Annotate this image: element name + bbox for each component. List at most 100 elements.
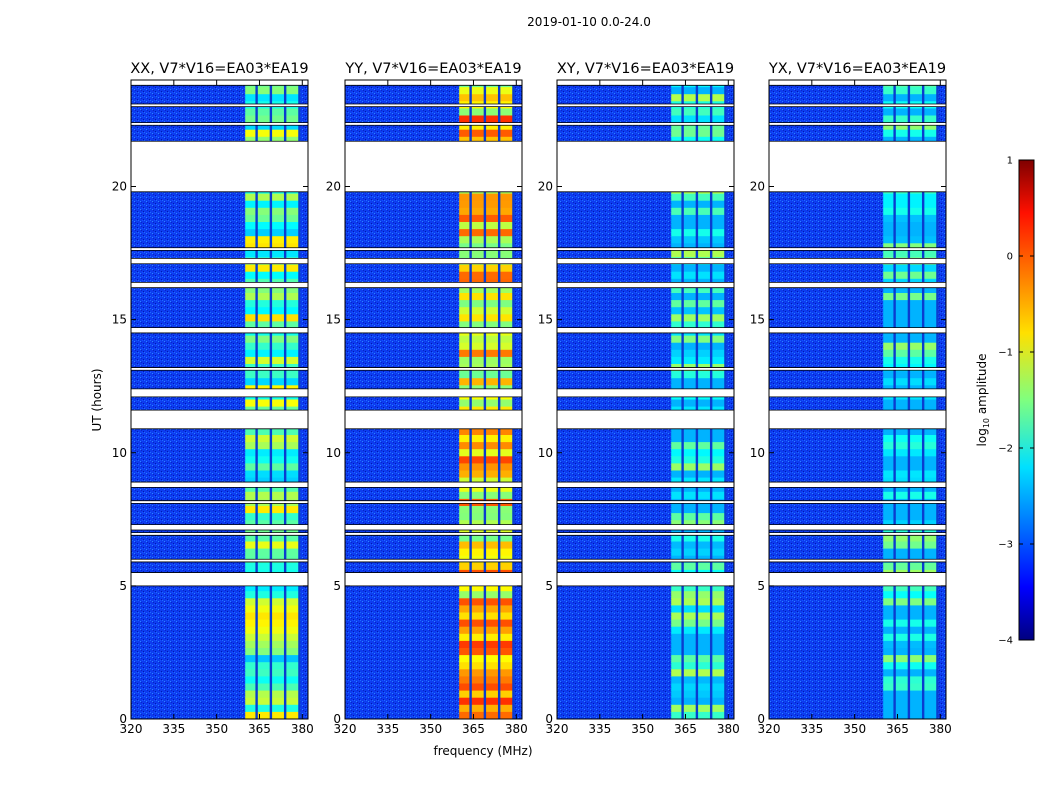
band-cell [459,293,514,301]
band-cell [883,435,938,443]
band-cell [459,598,514,606]
band-cell [459,435,514,443]
band-cell [459,676,514,684]
band-cell [245,349,300,358]
band-cell [245,640,300,649]
band-cell [883,477,938,486]
colorbar-label-subscript: 10 [982,418,991,428]
flagged-gap [131,482,308,488]
band-cell [459,314,514,322]
band-cell [245,513,300,521]
band-cell [883,442,938,450]
band-cell [459,591,514,599]
x-tick-label: 380 [505,722,528,736]
flagged-gap [345,103,522,107]
band-cell [883,626,938,635]
band-cell [459,94,514,102]
band-cell [671,619,726,628]
flagged-gap [557,559,734,562]
y-tick-label: 20 [326,180,341,194]
band-cell [245,690,300,699]
band-cell [883,136,938,145]
flagged-gap [769,122,946,126]
panel-frame [130,79,309,720]
band-cell [883,520,938,528]
band-cell [459,584,514,592]
x-tick-label: 365 [674,722,697,736]
band-cell [671,605,726,613]
flagged-gap [557,572,734,586]
band-cell [671,470,726,479]
flagged-gap [345,282,522,288]
flagged-gap [769,532,946,536]
band-cell [883,378,938,386]
band-cell [671,250,726,258]
y-tick-label: 15 [750,313,765,327]
band-cell [671,655,726,663]
band-cell [671,676,726,684]
flagged-gap [131,559,308,562]
band-cell [245,591,300,599]
flagged-gap [769,500,946,504]
flagged-gap [769,572,946,586]
flagged-gap [769,367,946,371]
band-cell [883,207,938,216]
flagged-gap [557,80,734,86]
band-cell [883,669,938,677]
band-cell [671,612,726,621]
flagged-gap [131,103,308,107]
band-cell [245,293,300,301]
band-cell [245,541,300,550]
band-divider [283,80,287,719]
band-cell [671,87,726,95]
band-divider [469,80,472,719]
band-cell [459,520,514,528]
band-cell [245,307,300,315]
band-cell [671,598,726,606]
band-cell [883,129,938,138]
band-cell [245,129,300,138]
band-cell [245,527,300,535]
band-cell [883,584,938,592]
band-cell [671,129,726,138]
flagged-gap [769,80,946,86]
band-cell [671,307,726,315]
flagged-gap [769,524,946,530]
band-cell [245,285,300,294]
y-tick-label: 5 [545,579,553,593]
band-cell [245,236,300,244]
band-cell [245,584,300,592]
band-cell [245,605,300,613]
band-cell [459,683,514,692]
band-cell [459,541,514,550]
band-cell [671,214,726,223]
band-cell [245,264,300,273]
band-cell [245,399,300,408]
band-cell [883,236,938,244]
band-cell [671,285,726,294]
flagged-gap [345,388,522,397]
y-tick-label: 15 [538,313,553,327]
panel-title: YX, V7*V16=EA03*EA19 [768,61,946,77]
band-cell [671,271,726,280]
band-cell [671,378,726,386]
flagged-gap [345,247,522,251]
band-cell [245,548,300,557]
panel-frame [768,79,947,720]
band-cell [459,300,514,308]
flagged-gap [557,367,734,371]
band-cell [245,300,300,308]
band-cell [245,427,300,436]
flagged-gap [345,482,522,488]
band-cell [883,534,938,542]
band-cell [459,690,514,699]
band-cell [883,640,938,649]
band-cell [459,122,514,131]
band-cell [671,122,726,131]
band-cell [459,477,514,486]
band-cell [671,264,726,273]
flagged-gap [557,500,734,504]
band-cell [245,626,300,635]
band-cell [671,207,726,216]
